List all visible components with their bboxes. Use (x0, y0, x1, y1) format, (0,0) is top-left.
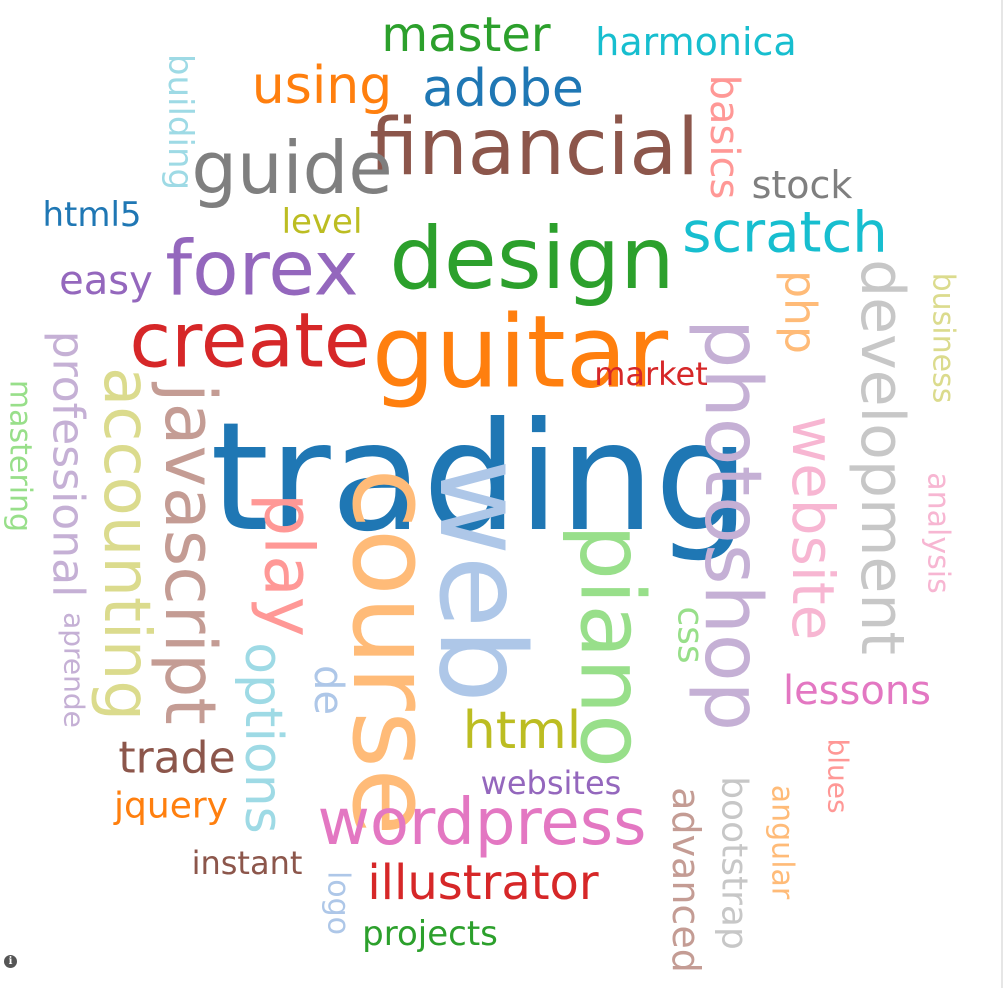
word-professional: professional (43, 331, 94, 598)
word-play: play (249, 493, 328, 637)
word-business: business (926, 273, 961, 404)
word-basics: basics (701, 75, 747, 200)
word-mastering: mastering (3, 380, 38, 532)
word-html: html (463, 701, 581, 761)
word-building: building (160, 54, 200, 190)
word-trade: trade (118, 733, 235, 784)
word-level: level (282, 202, 363, 242)
word-websites: websites (481, 764, 622, 802)
word-blues: blues (822, 738, 855, 813)
word-aprende: aprende (58, 612, 91, 728)
word-bootstrap: bootstrap (714, 776, 755, 950)
word-logo: logo (321, 871, 356, 935)
word-adobe: adobe (422, 59, 584, 119)
word-scratch: scratch (682, 201, 888, 266)
word-angular: angular (765, 785, 800, 900)
word-accounting: accounting (89, 367, 163, 721)
word-php: php (775, 270, 826, 354)
word-harmonica: harmonica (595, 20, 796, 64)
word-html5: html5 (42, 195, 141, 235)
word-analysis: analysis (921, 472, 956, 593)
word-photoshop: photoshop (687, 319, 777, 731)
word-create: create (129, 296, 370, 385)
word-guide: guide (191, 126, 392, 210)
word-financial: financial (369, 103, 699, 193)
right-border (1001, 0, 1003, 988)
word-advanced: advanced (664, 787, 708, 973)
word-market: market (594, 355, 708, 393)
word-options: options (233, 642, 293, 834)
word-instant: instant (192, 844, 303, 882)
word-design: design (389, 209, 674, 309)
word-course: course (328, 468, 456, 836)
word-lessons: lessons (783, 668, 931, 714)
word-master: master (381, 7, 551, 63)
word-jquery: jquery (113, 786, 228, 827)
word-using: using (252, 56, 392, 116)
word-projects: projects (362, 914, 498, 954)
word-wordpress: wordpress (318, 786, 647, 860)
word-javascript: javascript (149, 381, 231, 725)
word-development: development (847, 259, 917, 655)
word-trading: trading (210, 391, 750, 565)
word-web: web (413, 459, 551, 703)
word-forex: forex (165, 224, 358, 313)
word-guitar: guitar (372, 294, 669, 411)
word-illustrator: illustrator (367, 855, 599, 911)
word-website: website (779, 416, 847, 641)
word-de: de (305, 665, 351, 715)
word-easy: easy (59, 258, 153, 304)
word-stock: stock (752, 163, 853, 207)
word-piano: piano (561, 524, 664, 768)
word-css: css (670, 606, 711, 663)
info-icon[interactable]: i (4, 955, 17, 968)
